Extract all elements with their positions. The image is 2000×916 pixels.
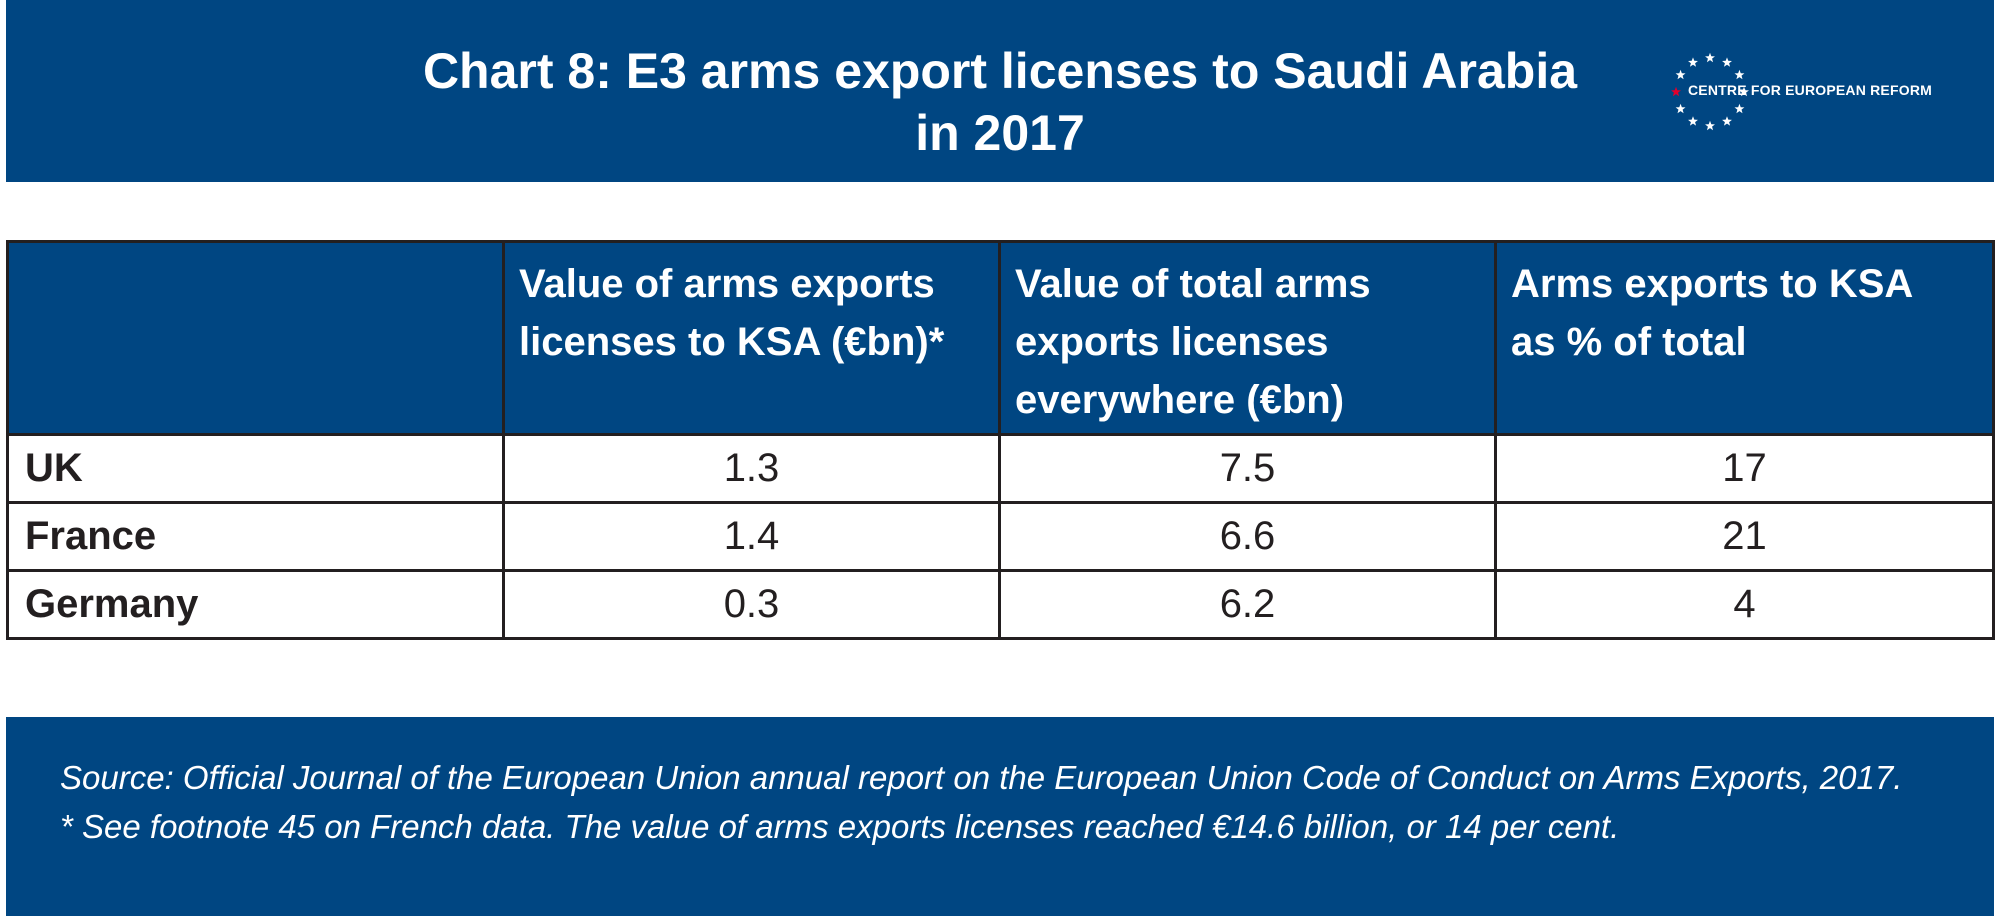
column-header-line: Value of arms exports bbox=[519, 262, 935, 306]
row-label: Germany bbox=[6, 569, 505, 640]
chart-title-line-2: in 2017 bbox=[915, 105, 1085, 161]
source-note: Source: Official Journal of the European… bbox=[60, 759, 1903, 796]
chart-title-line-1: Chart 8: E3 arms export licenses to Saud… bbox=[422, 43, 1578, 99]
star-icon bbox=[1675, 69, 1686, 80]
column-header-2: Value of total arms exports licenses every… bbox=[998, 240, 1497, 436]
column-header-line: licenses to KSA (€bn)* bbox=[519, 320, 945, 364]
table-cell: 1.4 bbox=[502, 501, 1001, 572]
table-cell: 1.3 bbox=[502, 433, 1001, 504]
star-icon bbox=[1722, 57, 1732, 67]
table-row: Germany 0.3 6.2 4 bbox=[6, 569, 1995, 640]
star-icon bbox=[1734, 103, 1745, 114]
column-header-1: Value of arms exports licenses to KSA (€b… bbox=[502, 240, 1001, 436]
star-icon bbox=[1675, 103, 1686, 114]
star-icon bbox=[1722, 116, 1732, 126]
star-icon bbox=[1705, 120, 1715, 131]
header-row: Value of arms exports licenses to KSA (€b… bbox=[6, 240, 1995, 436]
star-icon bbox=[1734, 69, 1745, 80]
star-icon bbox=[1705, 52, 1715, 63]
footnote: * See footnote 45 on French data. The va… bbox=[60, 808, 1620, 845]
table-row: UK 1.3 7.5 17 bbox=[6, 433, 1995, 504]
table-cell: 7.5 bbox=[998, 433, 1497, 504]
footer-band: Source: Official Journal of the European… bbox=[6, 717, 1994, 916]
table-cell: 17 bbox=[1494, 433, 1995, 504]
star-icon bbox=[1688, 116, 1698, 126]
table-cell: 0.3 bbox=[502, 569, 1001, 640]
ring-of-stars-icon bbox=[1671, 52, 1749, 131]
footer-text: Source: Official Journal of the European… bbox=[60, 753, 1940, 851]
table-cell: 6.2 bbox=[998, 569, 1497, 640]
cer-logo: CENTRE FOR EUROPEAN REFORM bbox=[1668, 50, 1932, 134]
table-cell: 21 bbox=[1494, 501, 1995, 572]
star-icon bbox=[1688, 57, 1698, 67]
row-label: France bbox=[6, 501, 505, 572]
table-row: France 1.4 6.6 21 bbox=[6, 501, 1995, 572]
column-header-line: as % of total bbox=[1511, 320, 1747, 364]
column-header-0 bbox=[6, 240, 505, 436]
chart-title: Chart 8: E3 arms export licenses to Saud… bbox=[380, 40, 1620, 164]
star-icon bbox=[1671, 86, 1681, 97]
column-header-line: exports licenses bbox=[1015, 320, 1329, 364]
logo-text: CENTRE FOR EUROPEAN REFORM bbox=[1688, 82, 1932, 98]
star-icon bbox=[1739, 86, 1749, 97]
row-label: UK bbox=[6, 433, 505, 504]
header-band bbox=[6, 0, 1994, 182]
table-cell: 4 bbox=[1494, 569, 1995, 640]
column-header-line: everywhere (€bn) bbox=[1015, 378, 1345, 422]
column-header-line: Arms exports to KSA bbox=[1511, 262, 1914, 306]
column-header-3: Arms exports to KSA as % of total bbox=[1494, 240, 1995, 436]
data-table: Value of arms exports licenses to KSA (€b… bbox=[6, 240, 1995, 640]
table-cell: 6.6 bbox=[998, 501, 1497, 572]
column-header-line: Value of total arms bbox=[1015, 262, 1371, 306]
